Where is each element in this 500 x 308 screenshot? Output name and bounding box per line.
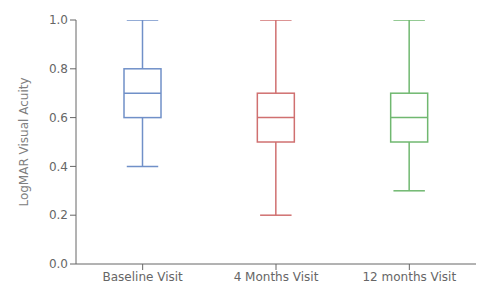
svg-text:4 Months Visit: 4 Months Visit <box>234 270 319 284</box>
svg-text:Baseline Visit: Baseline Visit <box>103 270 184 284</box>
svg-text:1.0: 1.0 <box>49 13 68 27</box>
svg-text:0.6: 0.6 <box>49 111 68 125</box>
svg-text:LogMAR Visual Acuity: LogMAR Visual Acuity <box>17 77 31 206</box>
svg-text:0.0: 0.0 <box>49 257 68 271</box>
svg-text:0.4: 0.4 <box>49 160 68 174</box>
svg-text:12 months Visit: 12 months Visit <box>362 270 456 284</box>
svg-text:0.8: 0.8 <box>49 62 68 76</box>
svg-text:0.2: 0.2 <box>49 208 68 222</box>
